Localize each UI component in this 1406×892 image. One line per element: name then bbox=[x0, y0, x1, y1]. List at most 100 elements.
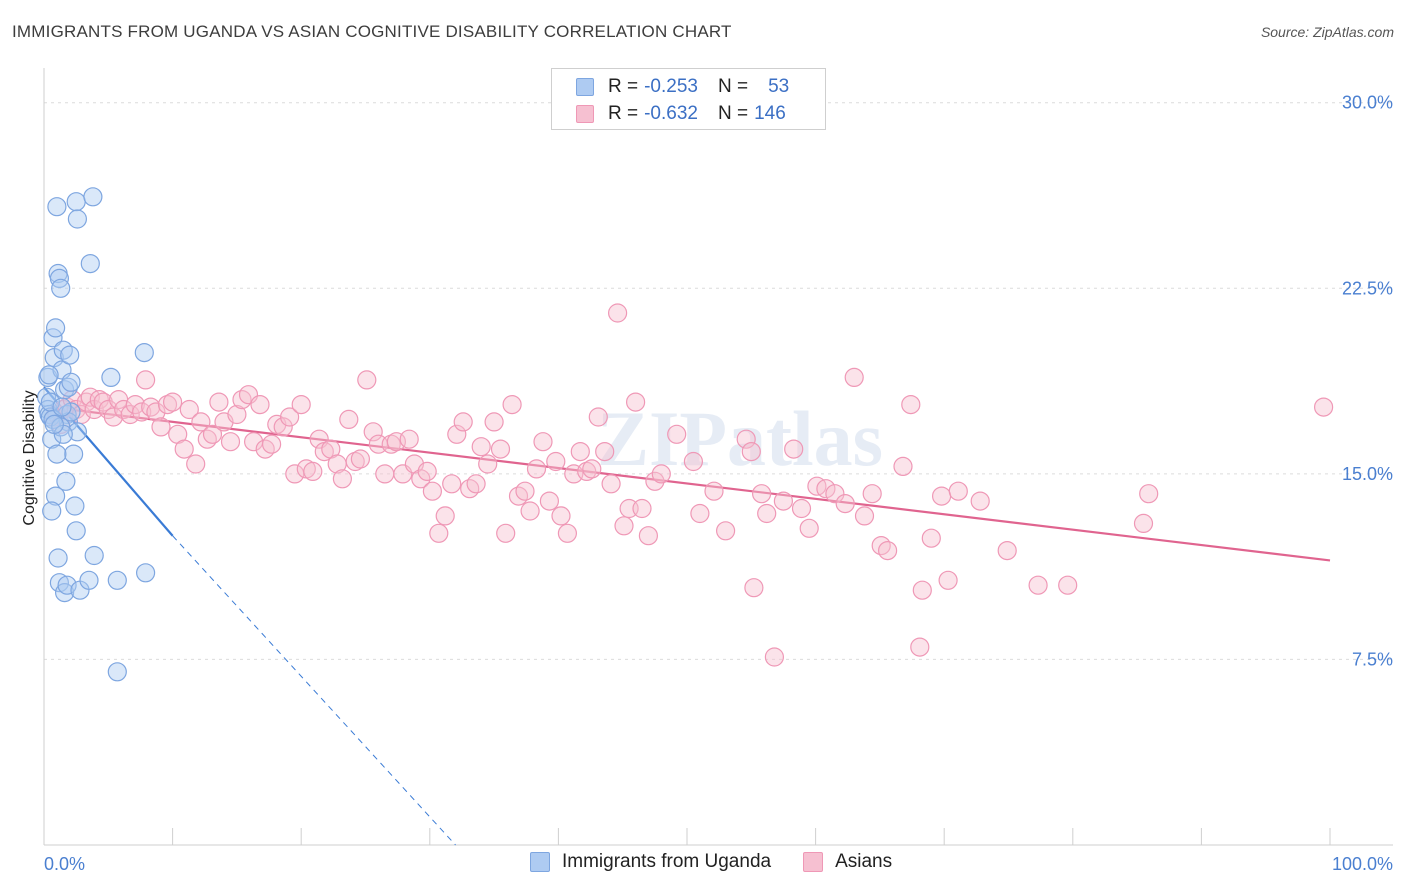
data-point-asians bbox=[757, 503, 777, 524]
data-point-asians bbox=[496, 523, 516, 543]
legend-n-value-asians: 146 bbox=[754, 103, 786, 124]
data-point-asians bbox=[120, 404, 140, 425]
data-point-uganda bbox=[134, 343, 154, 363]
data-point-asians bbox=[478, 454, 498, 474]
data-point-uganda bbox=[83, 187, 103, 207]
data-point-asians bbox=[502, 395, 522, 415]
data-point-uganda bbox=[58, 377, 79, 397]
data-point-asians bbox=[577, 461, 597, 481]
data-point-asians bbox=[1028, 575, 1048, 595]
data-point-asians bbox=[227, 404, 247, 425]
data-point-asians bbox=[741, 442, 761, 462]
data-point-uganda bbox=[107, 570, 127, 590]
data-point-uganda bbox=[44, 414, 64, 434]
data-point-asians bbox=[209, 392, 229, 412]
data-point-asians bbox=[862, 484, 882, 504]
legend-r-value-uganda: -0.253 bbox=[644, 76, 698, 97]
data-point-asians bbox=[350, 449, 370, 469]
data-point-asians bbox=[429, 523, 449, 543]
data-point-asians bbox=[844, 367, 864, 387]
y-tick-label: 7.5% bbox=[1352, 649, 1393, 669]
data-point-asians bbox=[526, 459, 547, 479]
data-point-asians bbox=[546, 451, 566, 472]
data-point-asians bbox=[179, 399, 199, 420]
legend-label-uganda: Immigrants from Uganda bbox=[562, 851, 772, 872]
data-point-asians bbox=[736, 429, 756, 449]
data-point-asians bbox=[422, 481, 442, 501]
data-point-asians bbox=[570, 442, 590, 462]
data-point-asians bbox=[632, 498, 652, 519]
data-point-asians bbox=[447, 424, 467, 444]
data-point-uganda bbox=[52, 397, 72, 417]
data-point-asians bbox=[262, 434, 282, 454]
legend-swatch-uganda bbox=[530, 852, 550, 872]
data-point-asians bbox=[948, 481, 968, 501]
data-point-asians bbox=[1058, 575, 1078, 595]
data-point-asians bbox=[871, 535, 891, 556]
grid bbox=[44, 102, 1393, 660]
data-point-asians bbox=[791, 498, 812, 519]
data-point-asians bbox=[816, 479, 836, 499]
data-point-uganda bbox=[45, 318, 66, 338]
data-point-uganda bbox=[48, 548, 68, 568]
data-point-uganda bbox=[107, 662, 127, 682]
data-point-asians bbox=[1313, 397, 1334, 417]
data-point-uganda bbox=[84, 545, 104, 566]
data-point-asians bbox=[601, 474, 621, 494]
series-legend: Immigrants from Uganda Asians bbox=[530, 851, 924, 873]
data-point-asians bbox=[901, 395, 921, 415]
data-point-asians bbox=[997, 540, 1017, 561]
data-point-uganda bbox=[49, 573, 70, 593]
legend-item-asians[interactable]: Asians bbox=[803, 851, 892, 873]
legend-r-label: R = bbox=[608, 103, 639, 124]
data-point-asians bbox=[399, 429, 419, 449]
data-point-asians bbox=[157, 395, 178, 415]
data-point-asians bbox=[520, 501, 540, 521]
y-tick-label: 22.5% bbox=[1342, 278, 1393, 298]
data-point-asians bbox=[339, 409, 359, 429]
data-point-uganda bbox=[39, 365, 59, 385]
data-point-asians bbox=[151, 417, 171, 437]
data-point-asians bbox=[484, 412, 504, 432]
data-point-asians bbox=[533, 432, 553, 452]
y-tick-label: 30.0% bbox=[1342, 93, 1393, 113]
legend-r-label: R = bbox=[608, 76, 639, 97]
data-point-asians bbox=[202, 424, 223, 444]
legend-n-label: N = bbox=[717, 103, 749, 124]
data-point-asians bbox=[931, 486, 952, 506]
data-point-uganda bbox=[66, 192, 86, 212]
data-point-uganda bbox=[60, 345, 80, 365]
data-point-asians bbox=[625, 392, 646, 412]
legend-n-value-uganda: 53 bbox=[768, 76, 790, 97]
data-point-asians bbox=[938, 570, 958, 590]
chart-source: Source: ZipAtlas.com bbox=[1260, 24, 1394, 40]
data-point-asians bbox=[191, 412, 211, 432]
legend-n-label: N = bbox=[717, 76, 749, 97]
data-point-asians bbox=[132, 402, 152, 422]
legend-item-uganda[interactable]: Immigrants from Uganda bbox=[530, 851, 771, 873]
legend-row-uganda: R = -0.253 N = 53 bbox=[576, 75, 789, 99]
data-point-asians bbox=[442, 474, 462, 494]
data-point-uganda bbox=[56, 471, 76, 491]
data-point-asians bbox=[508, 486, 529, 506]
legend-swatch-asians bbox=[803, 852, 824, 872]
data-point-uganda bbox=[67, 209, 88, 229]
data-point-asians bbox=[607, 303, 628, 323]
y-tick-label: 15.0% bbox=[1342, 464, 1393, 484]
data-point-asians bbox=[595, 442, 615, 462]
x-tick-label-max: 100.0% bbox=[1332, 854, 1393, 874]
data-point-uganda bbox=[66, 521, 86, 541]
data-point-uganda bbox=[45, 486, 66, 506]
data-point-asians bbox=[332, 469, 352, 489]
tick-labels: 7.5% 15.0% 22.5% 30.0% 0.0% 100.0% bbox=[44, 93, 1393, 874]
data-point-uganda bbox=[65, 496, 85, 516]
data-point-asians bbox=[690, 503, 710, 524]
data-point-asians bbox=[551, 506, 571, 526]
y-axis-label: Cognitive Disability bbox=[21, 390, 38, 525]
data-point-asians bbox=[921, 528, 941, 548]
data-point-asians bbox=[453, 412, 473, 432]
data-point-asians bbox=[471, 437, 491, 457]
data-point-asians bbox=[375, 464, 395, 484]
data-point-asians bbox=[912, 580, 932, 600]
data-point-uganda bbox=[61, 402, 81, 422]
